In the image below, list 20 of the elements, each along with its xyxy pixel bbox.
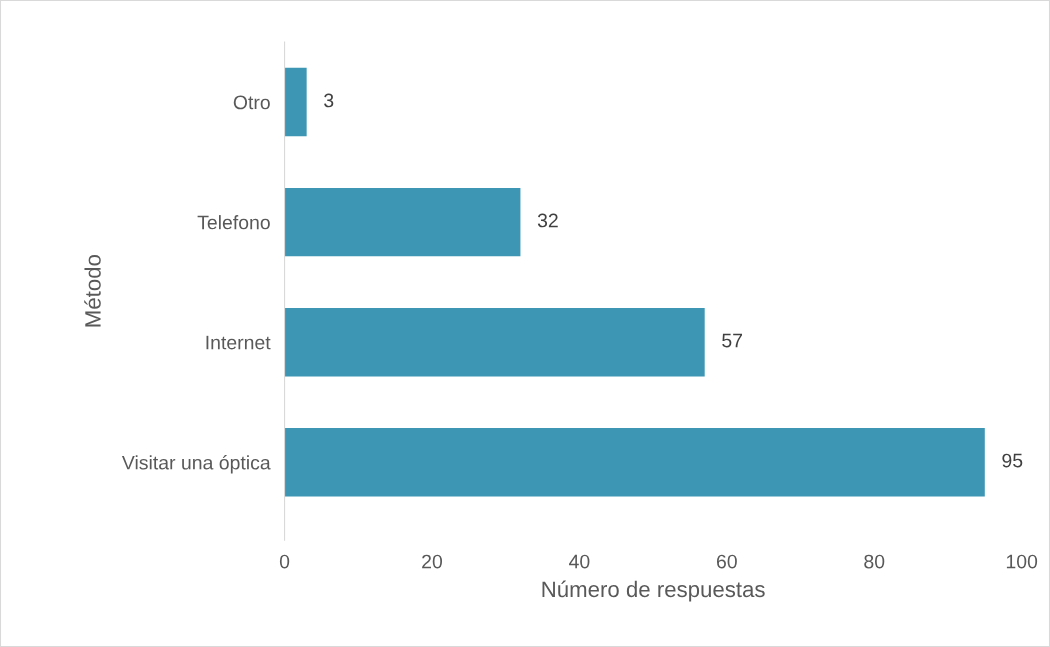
data-label: 57: [722, 333, 743, 348]
x-tick-label: 40: [569, 554, 590, 569]
x-tick-label: 0: [279, 554, 290, 569]
bar: [284, 428, 985, 497]
data-label: 32: [537, 213, 558, 228]
bar: [284, 67, 307, 137]
bar: [284, 187, 521, 257]
data-label: 3: [324, 93, 334, 108]
y-tick-label: Otro: [233, 95, 270, 110]
bar: [284, 307, 705, 377]
x-axis-title: Número de respuestas: [542, 580, 765, 602]
y-axis-title: Método: [84, 255, 101, 327]
y-tick-label: Visitar una óptica: [121, 455, 271, 474]
x-tick-label: 100: [1006, 554, 1038, 569]
data-label: 95: [1002, 453, 1023, 468]
x-tick-label: 20: [422, 554, 443, 569]
y-tick-label: Telefono: [197, 215, 270, 230]
y-tick-label: Internet: [206, 335, 271, 350]
x-tick-label: 60: [716, 554, 737, 569]
x-tick-label: 80: [864, 554, 885, 569]
